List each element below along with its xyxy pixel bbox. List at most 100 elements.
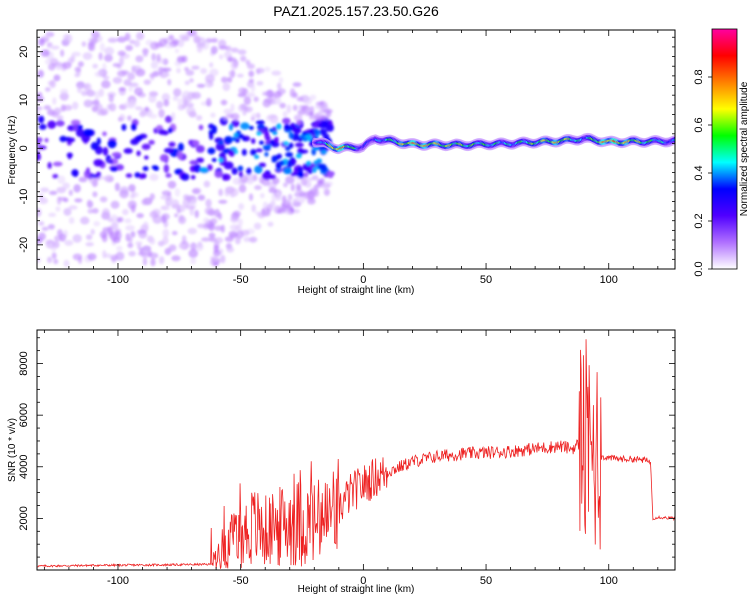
spectrogram-hotspot	[211, 157, 217, 162]
snr-y-tick-label: 6000	[18, 403, 30, 427]
spectrogram-y-tick-label: -10	[18, 189, 30, 205]
spectrogram-noise-blob	[298, 149, 309, 154]
spectrogram-noise-blob	[80, 216, 90, 225]
spectrogram-noise-blob	[248, 78, 255, 83]
spectrogram-noise-blob	[142, 257, 148, 266]
spectrogram-noise-blob	[109, 166, 119, 172]
spectrogram-hotspot	[258, 140, 264, 145]
spectrogram-noise-blob	[177, 38, 185, 48]
spectrogram-noise-blob	[83, 99, 93, 108]
snr-x-tick-label: -100	[107, 575, 129, 587]
spectrogram-noise-blob	[289, 91, 299, 99]
spectrogram-noise-blob	[183, 194, 190, 200]
spectrogram-noise-blob	[59, 233, 67, 242]
spectrogram-noise-blob	[296, 120, 302, 126]
spectrogram-noise-blob	[196, 46, 203, 53]
spectrogram-noise-blob	[150, 258, 156, 267]
spectrogram-noise-blob	[283, 167, 292, 175]
spectrogram-noise-blob	[218, 188, 223, 197]
spectrogram-noise-blob	[37, 208, 42, 217]
spectrogram-noise-blob	[47, 120, 57, 129]
spectrogram-noise-blob	[271, 141, 280, 148]
spectrogram-noise-blob	[104, 175, 114, 183]
spectrogram-noise-blob	[292, 127, 302, 134]
spectrogram-noise-blob	[273, 90, 282, 99]
spectrogram-noise-blob	[246, 63, 255, 70]
spectrogram-noise-blob	[40, 187, 50, 193]
spectrogram-noise-blob	[130, 123, 137, 131]
spectrogram-noise-blob	[246, 92, 256, 98]
spectrogram-noise-blob	[231, 167, 238, 175]
spectrogram-noise-blob	[96, 109, 107, 116]
colorbar: 0.0 0.2 0.4 0.6 0.8 Normalized spectral ampl…	[693, 28, 750, 277]
spectrogram-noise-blob	[102, 75, 110, 80]
spectrogram-noise-blob	[257, 212, 266, 219]
spectrogram-noise-blob	[172, 95, 179, 101]
spectrogram-noise-blob	[63, 259, 70, 268]
spectrogram-noise-blob	[141, 198, 149, 206]
spectrogram-noise-blob	[288, 131, 294, 139]
spectrogram-noise-blob	[190, 242, 197, 251]
spectrogram-noise-blob	[135, 32, 145, 41]
spectrogram-noise-blob	[190, 174, 196, 180]
spectrogram-noise-blob	[37, 115, 45, 124]
spectrogram-noise-blob	[177, 142, 184, 152]
spectrogram-noise-blob	[250, 149, 257, 156]
spectrogram-noise-blob	[230, 215, 239, 223]
spectrogram-noise-blob	[163, 164, 170, 173]
spectrogram-noise-blob	[294, 142, 304, 148]
spectrogram-x-tick-label: 0	[360, 274, 366, 286]
spectrogram-noise-blob	[301, 105, 308, 110]
spectrogram-noise-blob	[276, 123, 282, 130]
spectrogram-noise-blob	[284, 205, 294, 210]
spectrogram-noise-blob	[110, 214, 119, 223]
spectrogram-noise-blob	[70, 119, 81, 126]
spectrogram-noise-blob	[37, 232, 46, 241]
spectrogram-noise-blob	[276, 82, 282, 90]
spectrogram-noise-blob	[292, 82, 302, 87]
spectrogram-noise-blob	[45, 239, 55, 244]
spectrogram-noise-blob	[261, 177, 270, 186]
spectrogram-noise-blob	[44, 58, 52, 65]
spectrogram-noise-blob	[256, 80, 264, 86]
spectrogram-noise-blob	[227, 76, 233, 83]
spectrogram-y-axis-label: Frequency (Hz)	[7, 116, 18, 185]
spectrogram-noise-blob	[248, 193, 254, 201]
spectrogram-noise-blob	[303, 96, 313, 105]
spectrogram-noise-blob	[59, 92, 69, 101]
spectrogram-noise-blob	[58, 196, 68, 202]
spectrogram-noise-blob	[282, 118, 291, 125]
spectrogram-noise-blob	[167, 180, 177, 189]
spectrogram-noise-blob	[236, 73, 244, 78]
spectrogram-noise-blob	[156, 53, 161, 62]
colorbar-tick-label: 0.4	[693, 165, 705, 180]
spectrogram-noise-blob	[220, 99, 228, 106]
spectrogram-noise-blob	[74, 72, 80, 78]
spectrogram-noise-blob	[98, 88, 105, 97]
spectrogram-noise-blob	[127, 72, 136, 81]
spectrogram-hotspot	[283, 141, 289, 146]
spectrogram-noise-blob	[60, 49, 65, 57]
spectrogram-noise-blob	[124, 218, 132, 224]
spectrogram-noise-blob	[112, 76, 123, 84]
spectrogram-noise-blob	[238, 203, 245, 211]
spectrogram-noise-blob	[163, 147, 174, 154]
spectrogram-noise-blob	[187, 30, 198, 37]
spectrogram-noise-blob	[203, 180, 211, 188]
spectrogram-hotspot	[313, 160, 319, 165]
spectrogram-noise-blob	[171, 112, 176, 121]
spectrogram-noise-blob	[228, 150, 236, 157]
snr-marks	[37, 339, 675, 569]
spectrogram-noise-blob	[265, 135, 271, 141]
spectrogram-noise-blob	[200, 67, 208, 75]
spectrogram-hotspot	[288, 126, 294, 131]
spectrogram-noise-blob	[308, 111, 314, 117]
spectrogram-noise-blob	[317, 122, 328, 129]
spectrogram-noise-blob	[197, 194, 206, 201]
spectrogram-noise-blob	[307, 169, 313, 175]
spectrogram-noise-blob	[293, 114, 303, 122]
spectrogram-noise-blob	[141, 143, 151, 150]
spectrogram-noise-blob	[83, 83, 90, 90]
spectrogram-noise-blob	[257, 123, 266, 131]
spectrogram-noise-blob	[64, 239, 74, 246]
